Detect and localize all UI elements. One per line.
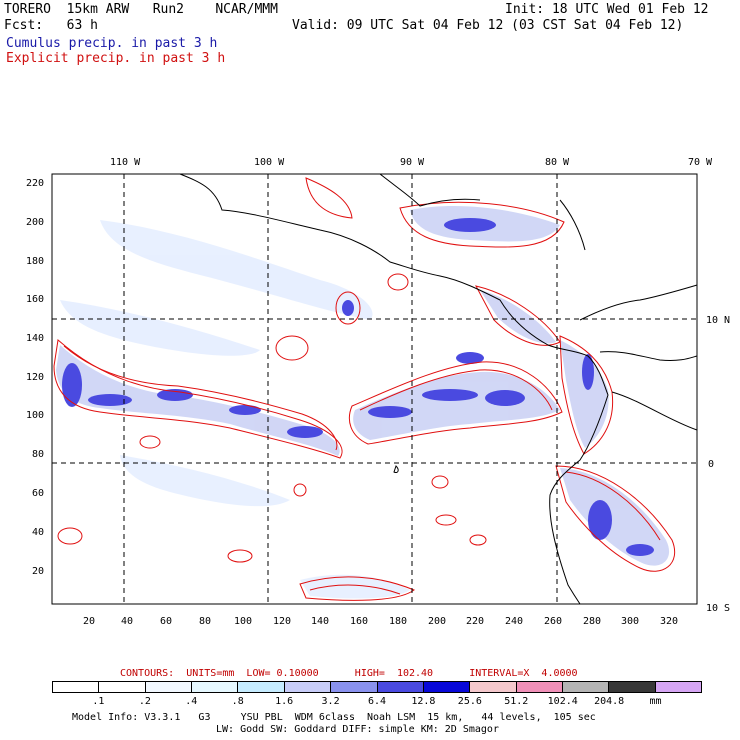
colorbar-label: .4 — [185, 696, 198, 707]
left-tick-label: 40 — [32, 527, 44, 538]
contour-info: CONTOURS: UNITS=mm LOW= 0.10000 HIGH= 10… — [120, 668, 578, 679]
physics-info: LW: Godd SW: Goddard DIFF: simple KM: 2D… — [216, 724, 499, 735]
bottom-tick-label: 120 — [273, 616, 291, 627]
bottom-tick-label: 240 — [505, 616, 523, 627]
right-tick-label: 10 N — [706, 315, 730, 326]
top-tick-label: 90 W — [400, 157, 425, 168]
explicit-precip-label: Explicit precip. in past 3 h — [6, 51, 226, 66]
bottom-tick-label: 260 — [544, 616, 562, 627]
colorbar-label: 102.4 — [547, 696, 578, 707]
colorbar-swatch — [331, 682, 378, 692]
colorbar-swatch — [145, 682, 193, 692]
coastlines — [179, 173, 698, 605]
colorbar-swatch — [192, 682, 239, 692]
top-tick-label: 110 W — [110, 157, 141, 168]
colorbar-swatch — [562, 682, 610, 692]
colorbar-swatch — [423, 682, 471, 692]
colorbar-swatch — [99, 682, 146, 692]
right-tick-label: 0 — [708, 459, 714, 470]
colorbar-swatch — [377, 682, 424, 692]
left-tick-label: 180 — [26, 256, 44, 267]
left-tick-label: 120 — [26, 372, 44, 383]
colorbar-label: 51.2 — [504, 696, 529, 707]
init-time: Init: 18 UTC Wed 01 Feb 12 — [505, 2, 709, 17]
colorbar-swatch — [516, 682, 563, 692]
bottom-tick-label: 40 — [121, 616, 133, 627]
colorbar-label: 3.2 — [321, 696, 340, 707]
bottom-tick-label: 220 — [466, 616, 484, 627]
bottom-tick-label: 300 — [621, 616, 639, 627]
bottom-tick-label: 160 — [350, 616, 368, 627]
heavy-precip-cores — [62, 218, 654, 556]
colorbar-swatch — [609, 682, 656, 692]
colorbar-label: 6.4 — [367, 696, 387, 707]
colorbar-swatch — [238, 682, 285, 692]
colorbar-swatch — [470, 682, 517, 692]
colorbar-swatch — [284, 682, 332, 692]
left-tick-label: 100 — [26, 410, 44, 421]
bottom-tick-label: 320 — [660, 616, 678, 627]
colorbar — [52, 681, 702, 693]
model-title: TORERO 15km ARW Run2 NCAR/MMM — [4, 2, 278, 17]
bottom-tick-label: 60 — [160, 616, 172, 627]
top-tick-label: 100 W — [254, 157, 285, 168]
top-tick-label: 80 W — [545, 157, 570, 168]
explicit-precip-contours — [53, 177, 676, 601]
bottom-axis: 20 40 60 80 100 120 140 160 180 200 220 … — [83, 616, 678, 627]
bottom-tick-label: 100 — [234, 616, 252, 627]
top-tick-label: 70 W — [688, 157, 713, 168]
bottom-tick-label: 80 — [199, 616, 211, 627]
left-tick-label: 220 — [26, 178, 44, 189]
top-axis-labels: 110 W 100 W 90 W 80 W 70 W — [110, 157, 713, 168]
right-axis: 10 N 0 10 S — [706, 315, 730, 614]
border-line — [611, 391, 698, 431]
left-tick-label: 160 — [26, 294, 44, 305]
valid-time: Valid: 09 UTC Sat 04 Feb 12 (03 CST Sat … — [292, 18, 684, 33]
bottom-tick-label: 280 — [583, 616, 601, 627]
colorbar-label: 25.6 — [457, 696, 482, 707]
bottom-tick-label: 180 — [389, 616, 407, 627]
bottom-tick-label: 20 — [83, 616, 95, 627]
colorbar-label: .2 — [138, 696, 151, 707]
colorbar-label: 204.8 — [594, 696, 625, 707]
right-tick-label: 10 S — [706, 603, 730, 614]
forecast-hour: Fcst: 63 h — [4, 18, 98, 33]
colorbar-label: .1 — [92, 696, 105, 707]
bottom-tick-label: 200 — [428, 616, 446, 627]
colorbar-label: mm — [649, 696, 662, 707]
cumulus-precip-label: Cumulus precip. in past 3 h — [6, 36, 218, 51]
colorbar-label: .8 — [231, 696, 244, 707]
left-tick-label: 20 — [32, 566, 44, 577]
left-tick-label: 200 — [26, 217, 44, 228]
colorbar-swatch — [655, 682, 702, 692]
model-info: Model Info: V3.3.1 G3 YSU PBL WDM 6class… — [72, 712, 596, 723]
colorbar-label: 1.6 — [275, 696, 294, 707]
left-tick-label: 140 — [26, 333, 44, 344]
colorbar-label: 12.8 — [411, 696, 436, 707]
bottom-tick-label: 140 — [311, 616, 329, 627]
left-axis: 220 200 180 160 140 120 100 80 60 40 20 — [26, 178, 44, 577]
left-tick-label: 80 — [32, 449, 44, 460]
colorbar-swatch — [53, 682, 100, 692]
left-tick-label: 60 — [32, 488, 44, 499]
